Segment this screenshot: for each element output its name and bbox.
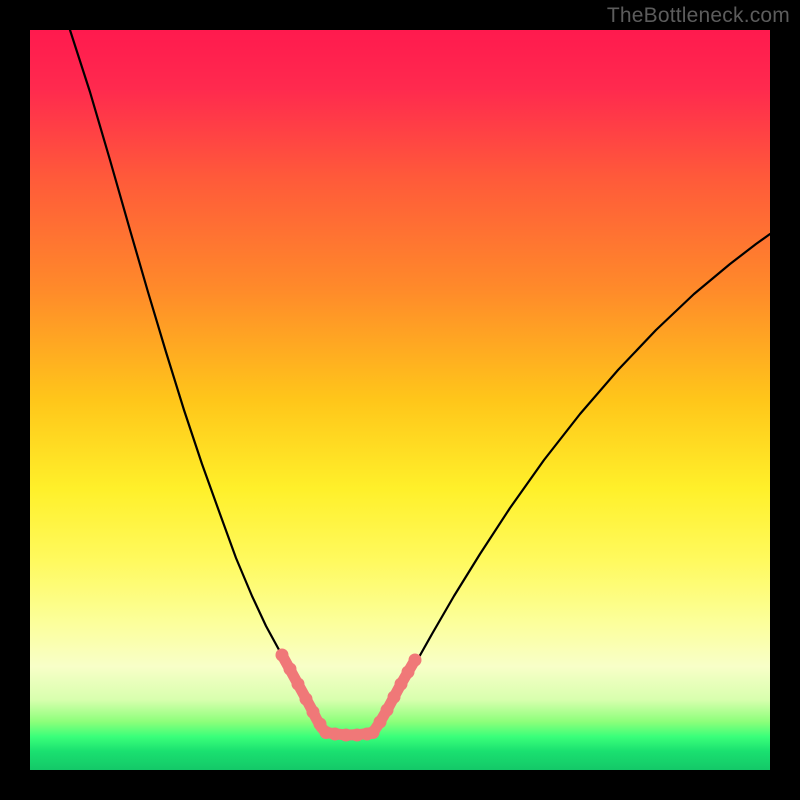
gradient-background xyxy=(30,30,770,770)
stage: TheBottleneck.com xyxy=(0,0,800,800)
plot-area xyxy=(30,30,770,770)
watermark-text: TheBottleneck.com xyxy=(607,4,790,28)
chart-svg xyxy=(30,30,770,770)
